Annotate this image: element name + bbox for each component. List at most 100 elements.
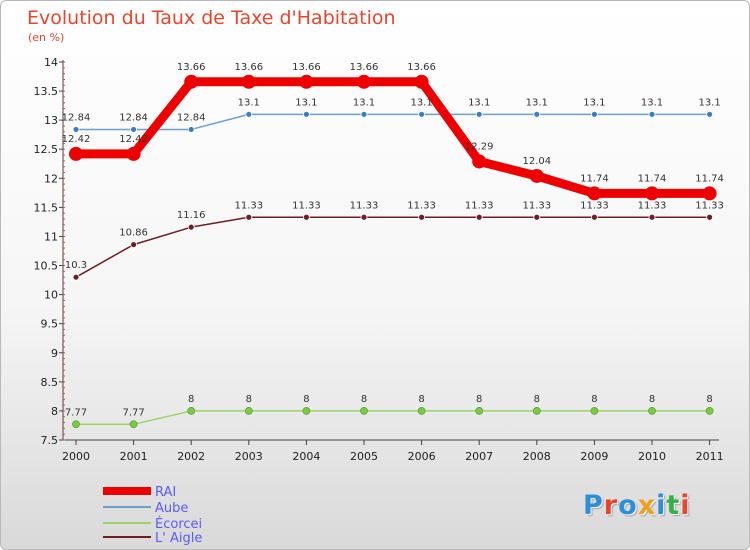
x-tick-label: 2007	[465, 450, 493, 463]
value-labels: 12.42 12.42 13.66 13.66 13.66 13.66 13.66 12.29…	[62, 62, 724, 419]
data-point	[302, 110, 310, 118]
logo-letter: x	[637, 490, 657, 521]
logo-letter: r	[603, 490, 619, 521]
data-point	[130, 126, 138, 133]
data-point	[245, 110, 253, 118]
data-point	[417, 407, 426, 415]
data-point	[648, 213, 656, 221]
data-point	[590, 407, 599, 415]
data-label: 10.86	[119, 228, 148, 239]
data-label: 11.33	[292, 200, 321, 211]
data-label: 7.77	[65, 407, 87, 418]
data-label: 12.04	[522, 156, 551, 167]
y-tick-label: 7.5	[41, 434, 59, 447]
data-label: 8	[591, 394, 597, 405]
data-point	[475, 213, 483, 221]
data-point	[72, 126, 80, 133]
logo-letter: P	[583, 490, 604, 521]
data-point	[587, 186, 602, 201]
data-point	[241, 74, 256, 89]
data-point	[418, 110, 426, 118]
data-label: 8	[418, 394, 424, 405]
y-tick-label: 14	[44, 56, 58, 69]
y-tick-label: 13.5	[34, 85, 59, 98]
data-label: 11.16	[177, 210, 206, 221]
data-label: 8	[361, 394, 367, 405]
logo-letter: i	[656, 490, 667, 521]
data-point	[591, 110, 598, 118]
data-point	[187, 126, 195, 133]
data-label: 13.66	[292, 62, 321, 73]
data-point	[532, 407, 541, 415]
logo-letter: i	[680, 490, 691, 521]
legend-label: L' Aigle	[155, 531, 202, 546]
data-point	[706, 110, 713, 118]
x-tick-label: 2002	[177, 450, 205, 463]
data-label: 10.3	[65, 260, 87, 271]
data-point	[72, 273, 80, 281]
y-tick-label: 12.5	[34, 143, 59, 156]
data-label: 8	[188, 394, 194, 405]
data-label: 13.66	[407, 62, 436, 73]
data-label: 8	[246, 394, 252, 405]
data-point	[475, 407, 484, 415]
data-point	[302, 213, 310, 221]
data-point	[472, 154, 487, 169]
y-tick-label: 13	[44, 114, 58, 127]
data-label: 13.1	[410, 97, 432, 108]
data-point	[414, 74, 429, 89]
series-line-2	[75, 410, 711, 426]
x-tick-label: 2004	[292, 450, 320, 463]
x-tick-label: 2001	[120, 450, 148, 463]
legend-label: Aube	[155, 501, 188, 516]
series-line-1	[75, 113, 711, 131]
data-label: 8	[303, 394, 309, 405]
data-label: 8	[476, 394, 482, 405]
data-point	[702, 186, 717, 201]
data-label: 13.1	[295, 97, 317, 108]
data-label: 11.33	[407, 200, 436, 211]
data-label: 12.84	[119, 112, 148, 123]
logo-letter: o	[618, 490, 638, 521]
y-tick-label: 10	[44, 289, 58, 302]
y-tick-label: 8.5	[41, 376, 59, 389]
data-label: 11.74	[695, 173, 724, 184]
data-label: 13.1	[353, 97, 375, 108]
data-point	[302, 407, 311, 415]
logo-letter: t	[666, 490, 681, 521]
x-tick-label: 2003	[235, 450, 263, 463]
data-point	[357, 74, 371, 89]
y-tick-label: 9.5	[41, 318, 59, 331]
x-tick-label: 2005	[350, 450, 378, 463]
data-label: 8	[649, 394, 655, 405]
data-label: 8	[534, 394, 540, 405]
data-label: 12.42	[119, 134, 148, 145]
proxiti-logo: Proxiti	[583, 490, 691, 521]
x-tick-label: 2010	[638, 450, 666, 463]
data-label: 11.33	[695, 200, 724, 211]
series-line-3	[75, 216, 711, 278]
data-label: 13.1	[468, 97, 490, 108]
y-tick-label: 12	[44, 172, 58, 185]
x-tick-label: 2008	[523, 450, 551, 463]
x-tick-label: 2006	[408, 450, 436, 463]
data-point	[244, 407, 253, 415]
x-tick-label: 2000	[62, 450, 90, 463]
data-point	[130, 241, 138, 249]
data-point	[187, 407, 196, 415]
y-tick-label: 10.5	[34, 260, 59, 273]
x-tick-label: 2011	[696, 450, 724, 463]
data-label: 13.1	[583, 97, 605, 108]
data-label: 13.1	[698, 97, 720, 108]
data-point	[648, 110, 656, 118]
data-label: 13.1	[641, 97, 663, 108]
data-label: 11.33	[522, 200, 551, 211]
chart-subtitle: (en %)	[28, 31, 65, 44]
data-point	[360, 213, 368, 221]
data-label: 12.84	[177, 112, 206, 123]
data-point	[591, 213, 598, 221]
axes: 7.5 8 8.5 9 9.5 10 10.5 11 11.5 12 12.5 13 13.5 14 200…	[34, 56, 724, 463]
data-point	[529, 168, 544, 183]
